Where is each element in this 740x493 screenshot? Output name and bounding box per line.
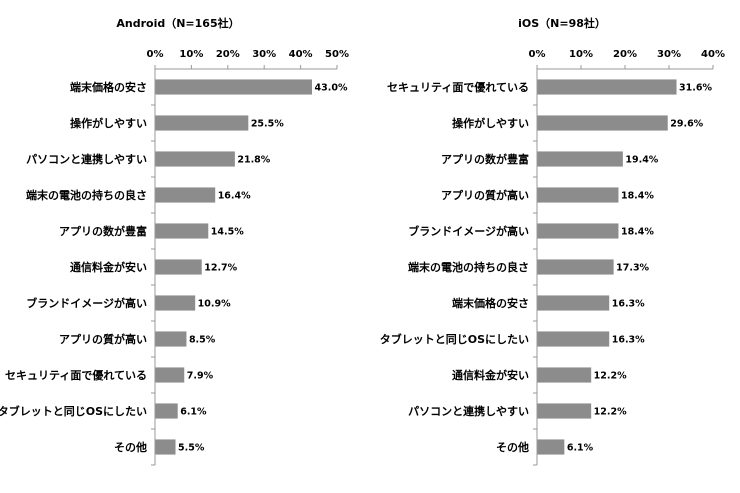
ios-chart: iOS（N=98社） 0% 10% 20% 30% 40% セキュリティ面で優れている 31… (380, 16, 725, 466)
x-tick-label: 10% (569, 49, 593, 60)
android-chart: Android（N=165社） 0% 10% 20% 30% 40% 50% 端末価格の安さ… (0, 16, 349, 466)
data-label: 5.5% (178, 443, 205, 454)
data-label: 16.4% (218, 191, 251, 202)
data-label: 12.2% (594, 407, 627, 418)
bar (155, 331, 187, 347)
bar (537, 115, 668, 131)
bar (537, 151, 623, 167)
data-label: 17.3% (616, 263, 649, 274)
chart-title: Android（N=165社） (116, 16, 239, 30)
category-label: セキュリティ面で優れている (5, 368, 147, 382)
data-label: 6.1% (567, 443, 594, 454)
category-label: 通信料金が安い (452, 368, 529, 382)
data-label: 12.2% (594, 371, 627, 382)
bar (155, 151, 235, 167)
data-label: 43.0% (315, 83, 348, 94)
x-tick-label: 50% (325, 49, 349, 60)
bar (155, 439, 176, 455)
x-tick-label: 10% (179, 49, 203, 60)
data-label: 18.4% (621, 227, 654, 238)
category-label: アプリの質が高い (59, 332, 147, 346)
bar (155, 79, 313, 95)
category-label: 通信料金が安い (70, 260, 147, 274)
category-label: 端末の電池の持ちの良さ (26, 188, 147, 202)
data-label: 31.6% (679, 83, 712, 94)
data-label: 29.6% (670, 119, 703, 130)
data-label: 12.7% (204, 263, 237, 274)
category-label: 操作がしやすい (452, 116, 529, 130)
category-label: 端末価格の安さ (70, 80, 147, 94)
category-label: ブランドイメージが高い (26, 296, 147, 310)
category-label: タブレットと同じOSにしたい (0, 404, 147, 418)
category-label: 端末の電池の持ちの良さ (408, 260, 529, 274)
category-label: 操作がしやすい (70, 116, 147, 130)
bar (155, 115, 249, 131)
x-tick-label: 30% (657, 49, 681, 60)
x-tick-label: 20% (613, 49, 637, 60)
bar (537, 223, 619, 239)
bar (155, 367, 185, 383)
data-label: 21.8% (237, 155, 270, 166)
bar (537, 439, 565, 455)
bar (155, 223, 209, 239)
category-label: アプリの数が豊富 (441, 152, 529, 166)
bar (537, 79, 677, 95)
category-label: アプリの数が豊富 (59, 224, 147, 238)
bar (155, 259, 202, 275)
category-label: ブランドイメージが高い (408, 224, 529, 238)
data-label: 10.9% (198, 299, 231, 310)
data-label: 7.9% (187, 371, 214, 382)
x-tick-label: 20% (216, 49, 240, 60)
bar (155, 295, 196, 311)
category-label: その他 (114, 440, 147, 454)
data-label: 6.1% (180, 407, 207, 418)
category-label: アプリの質が高い (441, 188, 529, 202)
category-label: セキュリティ面で優れている (387, 80, 529, 94)
bar (537, 367, 592, 383)
data-label: 16.3% (612, 299, 645, 310)
x-tick-label: 40% (289, 49, 313, 60)
bar (537, 295, 610, 311)
x-tick-label: 40% (701, 49, 725, 60)
chart-title: iOS（N=98社） (518, 16, 606, 30)
x-tick-label: 0% (147, 49, 164, 60)
data-label: 14.5% (211, 227, 244, 238)
data-label: 16.3% (612, 335, 645, 346)
category-label: タブレットと同じOSにしたい (380, 332, 529, 346)
bar (155, 187, 216, 203)
data-label: 18.4% (621, 191, 654, 202)
bar (155, 403, 178, 419)
bar (537, 187, 619, 203)
data-label: 19.4% (625, 155, 658, 166)
bar (537, 403, 592, 419)
category-label: その他 (496, 440, 529, 454)
data-label: 25.5% (251, 119, 284, 130)
category-label: パソコンと連携しやすい (26, 152, 147, 166)
x-tick-label: 30% (252, 49, 276, 60)
data-label: 8.5% (189, 335, 216, 346)
category-label: 端末価格の安さ (452, 296, 529, 310)
x-tick-label: 0% (529, 49, 546, 60)
bar (537, 259, 614, 275)
bar (537, 331, 610, 347)
category-label: パソコンと連携しやすい (408, 404, 529, 418)
